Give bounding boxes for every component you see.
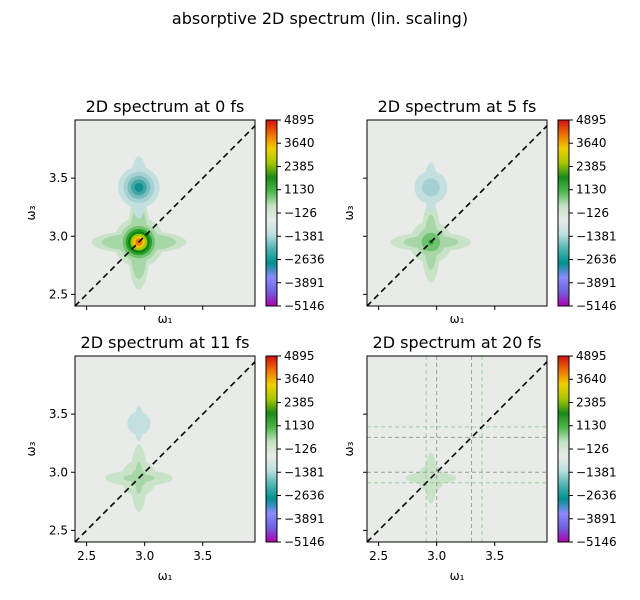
subplot-title: 2D spectrum at 0 fs (86, 97, 245, 116)
colorbar-tick-label-0: 4895 (284, 113, 315, 127)
x-tick-label-2: 3.5 (193, 549, 212, 563)
plot-frame (74, 119, 256, 307)
colorbar-tick-label-3: 1130 (284, 183, 315, 197)
colorbar-tick-label-8: −5146 (576, 535, 617, 549)
x-axis-label: ω₁ (158, 569, 173, 583)
x-tick-label-2: 3.5 (485, 549, 504, 563)
subplot-2: 2.5 3.0 3.5 2.5 3.0 3.5 2D spectrum at 11 fs ω₁… (24, 333, 325, 583)
subplot-3: 2.5 3.0 3.5 2D spectrum at 20 fs ω₁ ω₃ 4895 364… (342, 333, 617, 583)
colorbar-tick-label-4: −126 (284, 442, 317, 456)
colorbar-tick-label-2: 2385 (284, 395, 315, 409)
subplot-title: 2D spectrum at 20 fs (373, 333, 542, 352)
colorbar-tick-label-6: −2636 (284, 253, 325, 267)
plot-frame (366, 355, 548, 543)
colorbar-tick-label-8: −5146 (284, 299, 325, 313)
peak-1-level-4 (134, 183, 144, 192)
peak-1-arm-v-0 (134, 405, 144, 441)
plot-area (75, 124, 255, 306)
colorbar-tick-label-6: −2636 (284, 489, 325, 503)
subplot-1: 2D spectrum at 5 fs ω₁ ω₃ 4895 3640 2385 1130 −… (342, 97, 617, 326)
colorbar-tick-label-8: −5146 (284, 535, 325, 549)
y-axis-label: ω₃ (24, 441, 38, 456)
colorbar-tick-label-6: −2636 (576, 489, 617, 503)
plot-frame (74, 355, 256, 543)
y-tick-label-0: 2.5 (49, 523, 68, 537)
colorbar-fill (266, 356, 277, 542)
colorbar-tick-label-3: 1130 (576, 183, 607, 197)
colorbar-tick-label-4: −126 (576, 206, 609, 220)
x-axis-label: ω₁ (450, 312, 465, 326)
plot-background (75, 120, 255, 306)
y-tick-label-0: 2.5 (49, 287, 68, 301)
plot-area (75, 360, 255, 542)
colorbar-tick-label-1: 3640 (576, 372, 607, 386)
plot-background (367, 356, 547, 542)
y-tick-label-1: 3.0 (49, 465, 68, 479)
y-axis-label: ω₃ (342, 205, 356, 220)
colorbar-tick-label-7: −3891 (576, 512, 617, 526)
figure-title: absorptive 2D spectrum (lin. scaling) (171, 9, 469, 28)
colorbar-tick-label-4: −126 (284, 206, 317, 220)
colorbar-tick-label-5: −1381 (284, 465, 325, 479)
y-tick-label-2: 3.5 (49, 171, 68, 185)
colorbar-tick-label-2: 2385 (576, 395, 607, 409)
colorbar-tick-label-3: 1130 (576, 419, 607, 433)
subplot-0: 2.5 3.0 3.5 2D spectrum at 0 fs ω₁ ω₃ 4895 3640… (24, 97, 325, 326)
plot-area (367, 124, 547, 306)
colorbar-fill (558, 356, 569, 542)
colorbar-tick-label-2: 2385 (576, 159, 607, 173)
x-tick-label-1: 3.0 (135, 549, 154, 563)
y-axis-label: ω₃ (342, 441, 356, 456)
colorbar-tick-label-5: −1381 (284, 229, 325, 243)
y-axis-label: ω₃ (24, 205, 38, 220)
colorbar-tick-label-0: 4895 (576, 113, 607, 127)
colorbar-tick-label-5: −1381 (576, 465, 617, 479)
x-axis-label: ω₁ (450, 569, 465, 583)
colorbar-tick-label-7: −3891 (284, 276, 325, 290)
diagonal-line (75, 360, 255, 542)
peak-1-level-1 (422, 178, 440, 197)
diagonal-line (75, 124, 255, 306)
diagonal-line (367, 124, 547, 306)
colorbar-tick-label-8: −5146 (576, 299, 617, 313)
colorbar-tick-label-2: 2385 (284, 159, 315, 173)
colorbar-tick-label-1: 3640 (284, 136, 315, 150)
colorbar-tick-label-5: −1381 (576, 229, 617, 243)
plot-frame (366, 119, 548, 307)
colorbar-tick-label-0: 4895 (284, 349, 315, 363)
colorbar-tick-label-7: −3891 (576, 276, 617, 290)
colorbar-tick-label-1: 3640 (576, 136, 607, 150)
plot-background (75, 356, 255, 542)
colorbar-tick-label-0: 4895 (576, 349, 607, 363)
x-tick-label-0: 2.5 (77, 549, 96, 563)
y-tick-label-1: 3.0 (49, 229, 68, 243)
subplot-title: 2D spectrum at 11 fs (81, 333, 250, 352)
colorbar-tick-label-7: −3891 (284, 512, 325, 526)
colorbar-fill (558, 120, 569, 306)
colorbar-tick-label-6: −2636 (576, 253, 617, 267)
x-tick-label-0: 2.5 (369, 549, 388, 563)
colorbar-tick-label-3: 1130 (284, 419, 315, 433)
x-tick-label-1: 3.0 (427, 549, 446, 563)
diagonal-line (367, 360, 547, 542)
y-tick-label-2: 3.5 (49, 407, 68, 421)
colorbar-tick-label-1: 3640 (284, 372, 315, 386)
colorbar-fill (266, 120, 277, 306)
colorbar-tick-label-4: −126 (576, 442, 609, 456)
plot-background (367, 120, 547, 306)
plot-area (367, 356, 547, 542)
x-axis-label: ω₁ (158, 312, 173, 326)
subplot-title: 2D spectrum at 5 fs (378, 97, 537, 116)
